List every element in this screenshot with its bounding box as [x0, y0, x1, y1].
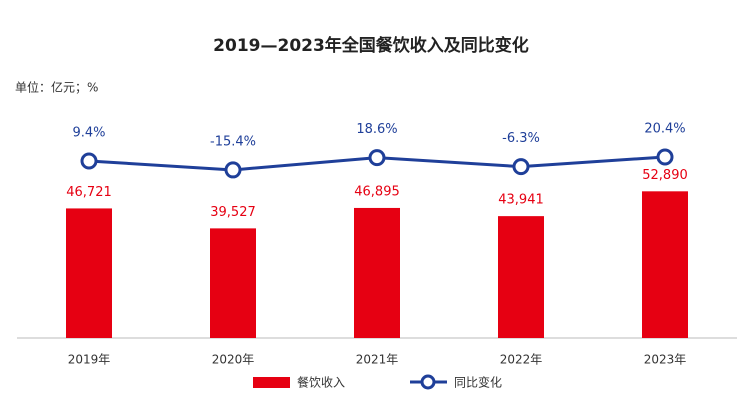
bar-value-label: 52,890	[642, 168, 688, 183]
bar-value-label: 46,895	[354, 184, 400, 199]
line-value-label: 18.6%	[356, 122, 397, 137]
x-tick-label: 2023年	[644, 353, 687, 367]
unit-label: 单位：亿元；%	[15, 80, 98, 95]
bar	[66, 208, 112, 338]
bar	[498, 216, 544, 338]
bar	[354, 207, 400, 338]
legend-swatch	[253, 377, 290, 388]
x-tick-label: 2020年	[212, 353, 255, 367]
bar	[210, 228, 256, 338]
chart-title: 2019—2023年全国餐饮收入及同比变化	[213, 35, 529, 56]
line-value-label: 9.4%	[72, 125, 105, 140]
line-value-label: -15.4%	[210, 134, 256, 149]
line-marker	[368, 149, 386, 167]
line-marker	[512, 158, 530, 176]
legend-label: 餐饮收入	[297, 375, 345, 390]
bar-value-label: 46,721	[66, 185, 112, 200]
line-marker	[656, 148, 674, 166]
line-marker	[224, 161, 242, 179]
x-tick-label: 2022年	[500, 353, 543, 367]
bar-value-label: 43,941	[498, 193, 544, 208]
x-tick-label: 2019年	[68, 353, 111, 367]
line-value-label: -6.3%	[502, 131, 540, 146]
line-marker	[80, 152, 98, 170]
x-tick-label: 2021年	[356, 353, 399, 367]
line-value-label: 20.4%	[644, 121, 685, 136]
legend-swatch	[420, 374, 436, 390]
legend-label: 同比变化	[454, 375, 502, 390]
bar	[642, 191, 688, 338]
bar-value-label: 39,527	[210, 205, 256, 220]
